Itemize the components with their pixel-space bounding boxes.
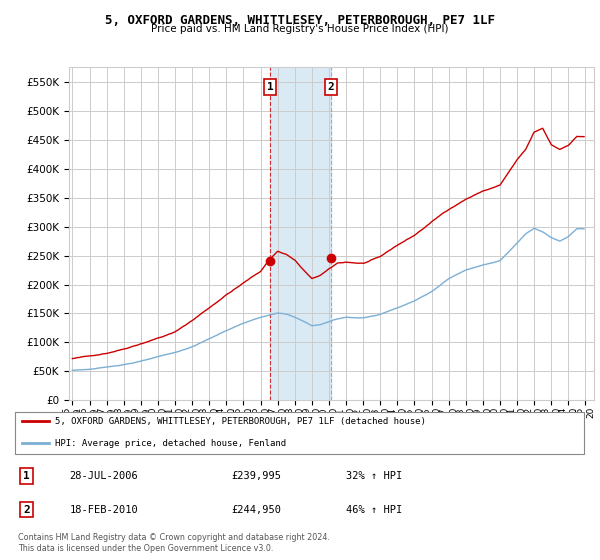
Text: 1: 1 (23, 471, 30, 481)
Text: 32% ↑ HPI: 32% ↑ HPI (346, 471, 403, 481)
Text: 46% ↑ HPI: 46% ↑ HPI (346, 505, 403, 515)
Text: 28-JUL-2006: 28-JUL-2006 (70, 471, 139, 481)
Text: 5, OXFORD GARDENS, WHITTLESEY, PETERBOROUGH, PE7 1LF: 5, OXFORD GARDENS, WHITTLESEY, PETERBORO… (105, 14, 495, 27)
Text: £239,995: £239,995 (231, 471, 281, 481)
Text: £244,950: £244,950 (231, 505, 281, 515)
Text: 18-FEB-2010: 18-FEB-2010 (70, 505, 139, 515)
Text: Price paid vs. HM Land Registry's House Price Index (HPI): Price paid vs. HM Land Registry's House … (151, 24, 449, 34)
Text: 2: 2 (23, 505, 30, 515)
Text: Contains HM Land Registry data © Crown copyright and database right 2024.
This d: Contains HM Land Registry data © Crown c… (18, 533, 330, 553)
Text: 1: 1 (267, 82, 274, 92)
Text: 5, OXFORD GARDENS, WHITTLESEY, PETERBOROUGH, PE7 1LF (detached house): 5, OXFORD GARDENS, WHITTLESEY, PETERBORO… (55, 417, 426, 426)
Text: 2: 2 (328, 82, 335, 92)
Text: HPI: Average price, detached house, Fenland: HPI: Average price, detached house, Fenl… (55, 438, 286, 447)
Bar (270, 67, 331, 400)
FancyBboxPatch shape (15, 412, 584, 454)
